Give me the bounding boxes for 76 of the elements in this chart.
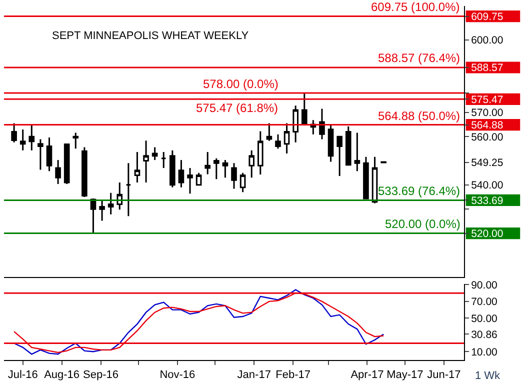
candlestick	[248, 150, 254, 178]
y-tick-label: 549.25	[471, 157, 504, 170]
candlestick	[20, 128, 26, 152]
candlestick	[143, 140, 149, 184]
candlestick	[11, 122, 17, 144]
candlestick	[126, 162, 132, 217]
candlestick	[196, 172, 202, 186]
candlestick	[257, 130, 264, 176]
x-tick-label: Jun-17	[427, 369, 461, 382]
ref-line-label: 609.75 (100.0%)	[371, 0, 460, 14]
x-tick-label: Jul-16	[8, 369, 38, 382]
candlestick	[170, 150, 176, 188]
x-tick-label: Aug-16	[44, 369, 80, 382]
candlestick	[90, 198, 96, 234]
text: 1 Wk	[475, 370, 501, 382]
ref-line-label: 533.69 (76.4%)	[378, 184, 460, 198]
candlestick	[222, 159, 228, 178]
y-tick-label: 570.00	[471, 107, 504, 120]
y-tick-label: 575.47	[471, 94, 504, 106]
y-tick-label: 90.00	[471, 279, 498, 292]
candlestick	[301, 92, 308, 126]
candlestick	[99, 199, 105, 222]
candlestick	[292, 104, 298, 144]
candlestick	[28, 124, 35, 152]
candlestick	[116, 182, 123, 210]
x-tick-label: Feb-17	[276, 369, 310, 382]
candlestick	[354, 132, 360, 172]
y-tick-label: 564.88	[471, 119, 504, 132]
y-tick-label: 588.57	[471, 62, 504, 74]
y-tick-label: 533.69	[471, 194, 504, 207]
candlestick	[328, 124, 334, 162]
ref-line-label: 575.47 (61.8%)	[196, 101, 278, 115]
candlestick	[187, 167, 193, 194]
candlestick	[380, 160, 386, 164]
ref-line-label: 578.00 (0.0%)	[203, 77, 278, 91]
y-tick-label: 50.00	[471, 312, 498, 325]
candlestick	[284, 122, 290, 154]
candlestick	[319, 108, 325, 140]
x-tick-label: Sep-16	[83, 369, 119, 382]
candlestick	[46, 136, 52, 172]
candlestick	[178, 159, 184, 188]
candlestick	[266, 122, 272, 142]
candlestick	[82, 146, 88, 198]
y-tick-label: 520.00	[471, 228, 504, 240]
y-tick-label: 70.00	[471, 296, 498, 308]
candlestick	[214, 158, 220, 180]
candlestick	[275, 134, 281, 150]
candlestick	[336, 135, 342, 177]
candlestick	[160, 151, 167, 169]
candlestick	[363, 156, 369, 200]
x-tick-label: Apr-17	[350, 369, 384, 382]
candlestick	[204, 151, 211, 176]
candlestick	[345, 126, 352, 166]
candlestick	[372, 156, 378, 204]
ref-line-label: 520.00 (0.0%)	[385, 217, 460, 231]
y-tick-label: 560.00	[471, 131, 504, 144]
candlestick	[240, 172, 246, 193]
candlestick	[152, 146, 158, 161]
candlestick	[64, 143, 70, 185]
y-tick-label: 10.00	[471, 346, 498, 358]
text: SEPT MINNEAPOLIS WHEAT WEEKLY	[52, 30, 250, 42]
candlestick	[38, 138, 44, 170]
candlestick	[231, 162, 237, 190]
candlestick	[108, 192, 114, 216]
x-tick-label: Nov-16	[160, 369, 196, 382]
x-tick-label: Jan-17	[237, 369, 271, 382]
x-tick-label: May-17	[386, 369, 424, 382]
candlestick	[72, 132, 79, 150]
candlestick	[134, 151, 140, 184]
ref-line-label: 588.57 (76.4%)	[378, 51, 460, 65]
y-tick-label: 540.00	[471, 180, 504, 192]
candlestick	[55, 159, 61, 185]
y-tick-label: 609.75	[471, 10, 504, 23]
y-tick-label: 30.86	[471, 328, 498, 341]
ref-line-label: 564.88 (50.0%)	[378, 109, 460, 123]
y-tick-label: 600.00	[471, 34, 504, 47]
